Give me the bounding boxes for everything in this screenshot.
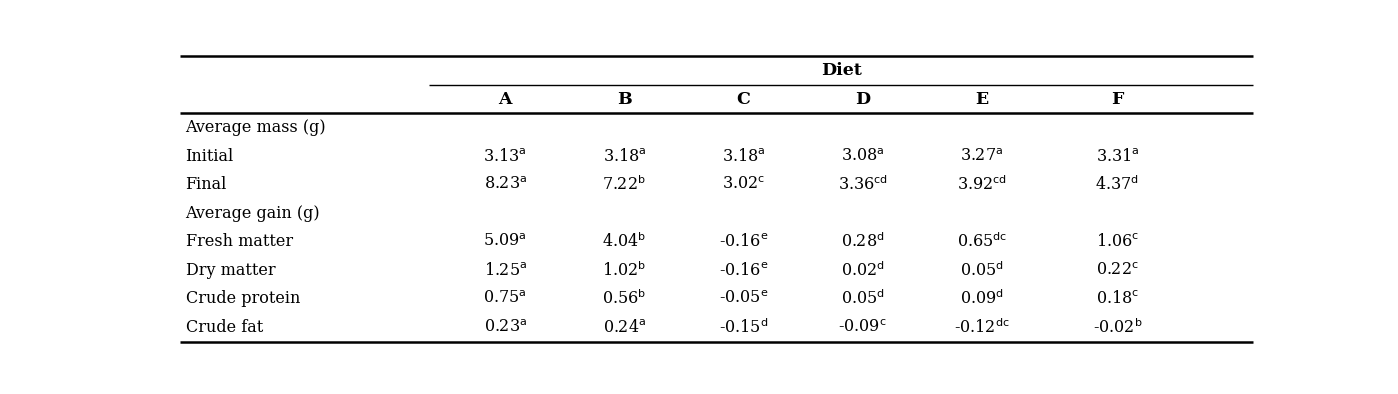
- Text: A: A: [499, 91, 512, 108]
- Text: 3.18$^{\mathrm{a}}$: 3.18$^{\mathrm{a}}$: [603, 148, 646, 165]
- Text: 7.22$^{\mathrm{b}}$: 7.22$^{\mathrm{b}}$: [603, 175, 646, 194]
- Text: -0.02$^{\mathrm{b}}$: -0.02$^{\mathrm{b}}$: [1093, 318, 1142, 336]
- Text: 3.18$^{\mathrm{a}}$: 3.18$^{\mathrm{a}}$: [721, 148, 765, 165]
- Text: -0.05$^{\mathrm{e}}$: -0.05$^{\mathrm{e}}$: [719, 290, 769, 307]
- Text: 0.24$^{\mathrm{a}}$: 0.24$^{\mathrm{a}}$: [603, 319, 646, 336]
- Text: 3.36$^{\mathrm{cd}}$: 3.36$^{\mathrm{cd}}$: [837, 175, 888, 194]
- Text: 0.05$^{\mathrm{d}}$: 0.05$^{\mathrm{d}}$: [840, 290, 885, 308]
- Text: 3.27$^{\mathrm{a}}$: 3.27$^{\mathrm{a}}$: [960, 148, 1004, 165]
- Text: 0.23$^{\mathrm{a}}$: 0.23$^{\mathrm{a}}$: [484, 319, 527, 336]
- Text: 0.75$^{\mathrm{a}}$: 0.75$^{\mathrm{a}}$: [484, 290, 527, 307]
- Text: 3.02$^{\mathrm{c}}$: 3.02$^{\mathrm{c}}$: [721, 176, 765, 193]
- Text: Crude protein: Crude protein: [186, 290, 301, 307]
- Text: Fresh matter: Fresh matter: [186, 233, 292, 250]
- Text: 0.05$^{\mathrm{d}}$: 0.05$^{\mathrm{d}}$: [960, 261, 1004, 280]
- Text: E: E: [976, 91, 988, 108]
- Text: 8.23$^{\mathrm{a}}$: 8.23$^{\mathrm{a}}$: [484, 176, 527, 193]
- Text: -0.15$^{\mathrm{d}}$: -0.15$^{\mathrm{d}}$: [719, 318, 769, 336]
- Text: D: D: [856, 91, 871, 108]
- Text: 0.65$^{\mathrm{dc}}$: 0.65$^{\mathrm{dc}}$: [956, 232, 1007, 251]
- Text: Initial: Initial: [186, 148, 233, 165]
- Text: F: F: [1111, 91, 1124, 108]
- Text: 0.09$^{\mathrm{d}}$: 0.09$^{\mathrm{d}}$: [960, 290, 1004, 308]
- Text: 0.18$^{\mathrm{c}}$: 0.18$^{\mathrm{c}}$: [1096, 290, 1139, 307]
- Text: -0.16$^{\mathrm{e}}$: -0.16$^{\mathrm{e}}$: [719, 233, 769, 250]
- Text: 3.92$^{\mathrm{cd}}$: 3.92$^{\mathrm{cd}}$: [958, 175, 1007, 194]
- Text: 5.09$^{\mathrm{a}}$: 5.09$^{\mathrm{a}}$: [484, 233, 527, 250]
- Text: 1.06$^{\mathrm{c}}$: 1.06$^{\mathrm{c}}$: [1096, 233, 1139, 250]
- Text: 0.22$^{\mathrm{c}}$: 0.22$^{\mathrm{c}}$: [1096, 262, 1139, 279]
- Text: 4.37$^{\mathrm{d}}$: 4.37$^{\mathrm{d}}$: [1096, 175, 1139, 194]
- Text: Diet: Diet: [821, 62, 861, 79]
- Text: -0.09$^{\mathrm{c}}$: -0.09$^{\mathrm{c}}$: [839, 319, 888, 336]
- Text: Dry matter: Dry matter: [186, 262, 275, 279]
- Text: 0.56$^{\mathrm{b}}$: 0.56$^{\mathrm{b}}$: [603, 290, 646, 308]
- Text: B: B: [617, 91, 632, 108]
- Text: 1.02$^{\mathrm{b}}$: 1.02$^{\mathrm{b}}$: [603, 261, 646, 280]
- Text: 0.02$^{\mathrm{d}}$: 0.02$^{\mathrm{d}}$: [840, 261, 885, 280]
- Text: Average mass (g): Average mass (g): [186, 119, 326, 136]
- Text: 0.28$^{\mathrm{d}}$: 0.28$^{\mathrm{d}}$: [842, 232, 885, 251]
- Text: 3.08$^{\mathrm{a}}$: 3.08$^{\mathrm{a}}$: [842, 148, 885, 165]
- Text: -0.12$^{\mathrm{dc}}$: -0.12$^{\mathrm{dc}}$: [953, 318, 1009, 336]
- Text: 4.04$^{\mathrm{b}}$: 4.04$^{\mathrm{b}}$: [603, 232, 646, 251]
- Text: -0.16$^{\mathrm{e}}$: -0.16$^{\mathrm{e}}$: [719, 262, 769, 279]
- Text: Final: Final: [186, 176, 226, 193]
- Text: 3.31$^{\mathrm{a}}$: 3.31$^{\mathrm{a}}$: [1096, 148, 1139, 165]
- Text: 3.13$^{\mathrm{a}}$: 3.13$^{\mathrm{a}}$: [484, 148, 527, 165]
- Text: Crude fat: Crude fat: [186, 319, 263, 336]
- Text: C: C: [737, 91, 751, 108]
- Text: Average gain (g): Average gain (g): [186, 205, 320, 222]
- Text: 1.25$^{\mathrm{a}}$: 1.25$^{\mathrm{a}}$: [484, 262, 527, 279]
